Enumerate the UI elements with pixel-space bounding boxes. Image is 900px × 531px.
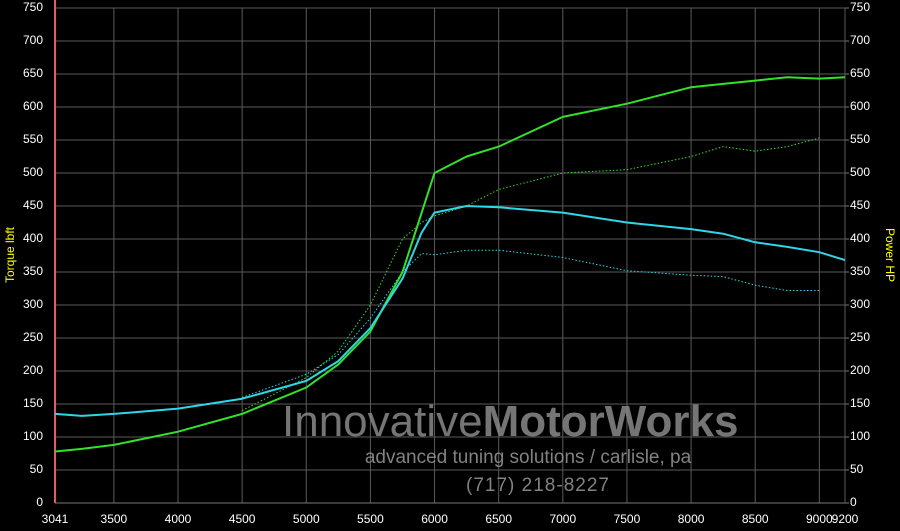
brand-light: Innovative — [282, 397, 483, 446]
x-tick-label: 3500 — [101, 512, 128, 526]
y2-tick-label: 600 — [850, 99, 870, 113]
y-tick-label: 100 — [23, 429, 43, 443]
y2-tick-label: 650 — [850, 66, 870, 80]
line-series — [54, 205, 846, 417]
y2-tick-label: 50 — [850, 462, 864, 476]
y-tick-label: 50 — [30, 462, 44, 476]
y-tick-label: 300 — [23, 297, 43, 311]
watermark-brand: InnovativeMotorWorks — [282, 397, 738, 446]
watermark-tagline: advanced tuning solutions / carlisle, pa — [365, 447, 692, 468]
y2-tick-label: 500 — [850, 165, 870, 179]
y2-tick-label: 350 — [850, 264, 870, 278]
x-tick-label: 4000 — [165, 512, 192, 526]
y2-tick-label: 700 — [850, 33, 870, 47]
y-tick-label: 550 — [23, 132, 43, 146]
y-tick-label: 700 — [23, 33, 43, 47]
x-tick-label: 8000 — [678, 512, 705, 526]
grid — [54, 7, 849, 504]
y-tick-label: 200 — [23, 363, 43, 377]
line-series — [241, 249, 820, 398]
x-tick-label: 3041 — [42, 512, 69, 526]
x-tick-label: 5000 — [293, 512, 320, 526]
y-tick-label: 650 — [23, 66, 43, 80]
x-tick-label: 7000 — [549, 512, 576, 526]
y2-tick-label: 0 — [850, 495, 857, 509]
watermark: InnovativeMotorWorks advanced tuning sol… — [282, 397, 738, 496]
y2-tick-label: 150 — [850, 396, 870, 410]
y2-tick-label: 100 — [850, 429, 870, 443]
watermark-phone: (717) 218-8227 — [466, 475, 610, 496]
y2-tick-label: 200 — [850, 363, 870, 377]
x-tick-label: 9200 — [832, 512, 859, 526]
line-series — [54, 76, 846, 453]
y-tick-label: 450 — [23, 198, 43, 212]
y2-tick-label: 550 — [850, 132, 870, 146]
y2-axis-label: Power HP — [883, 228, 897, 282]
y-tick-label: 350 — [23, 264, 43, 278]
y-tick-label: 150 — [23, 396, 43, 410]
y2-tick-label: 450 — [850, 198, 870, 212]
y-tick-label: 600 — [23, 99, 43, 113]
y-axis-label: Torque lbft — [3, 226, 17, 283]
x-tick-label: 5500 — [357, 512, 384, 526]
y2-tick-label: 300 — [850, 297, 870, 311]
y-tick-label: 500 — [23, 165, 43, 179]
x-tick-label: 9000 — [806, 512, 833, 526]
y-tick-label: 750 — [23, 0, 43, 14]
y2-tick-label: 400 — [850, 231, 870, 245]
x-tick-label: 6500 — [485, 512, 512, 526]
line-series — [241, 137, 820, 412]
y2-tick-label: 250 — [850, 330, 870, 344]
x-tick-label: 7500 — [614, 512, 641, 526]
y-tick-label: 0 — [36, 495, 43, 509]
y-tick-label: 250 — [23, 330, 43, 344]
y2-tick-label: 750 — [850, 0, 870, 14]
x-tick-label: 4500 — [229, 512, 256, 526]
brand-bold: MotorWorks — [483, 397, 739, 446]
x-tick-label: 6000 — [421, 512, 448, 526]
x-tick-label: 8500 — [742, 512, 769, 526]
y-tick-label: 400 — [23, 231, 43, 245]
